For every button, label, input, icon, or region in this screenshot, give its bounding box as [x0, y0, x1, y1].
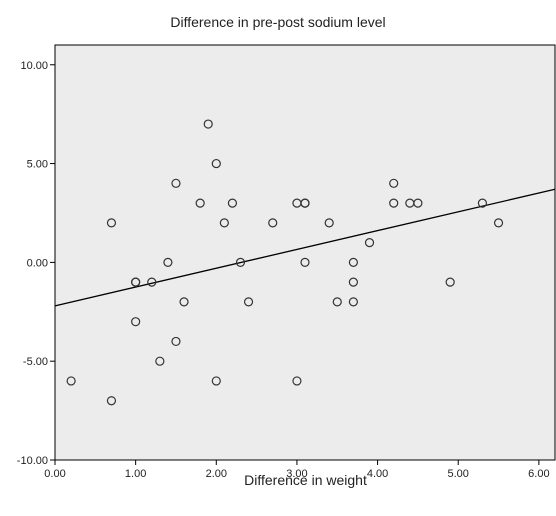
data-point	[106, 396, 117, 406]
data-point	[413, 198, 423, 208]
plot-area	[54, 44, 556, 461]
data-point	[348, 277, 358, 287]
data-point	[300, 198, 310, 208]
data-point	[300, 257, 310, 267]
x-tick-label: 2.00	[206, 468, 227, 480]
y-tick-label: 10.00	[20, 60, 48, 72]
data-point	[389, 178, 399, 188]
data-point	[195, 198, 205, 208]
y-tick-label: 5.00	[27, 159, 48, 171]
data-point	[477, 198, 488, 208]
data-point	[243, 297, 254, 307]
data-point	[131, 277, 141, 287]
data-point	[227, 198, 238, 208]
data-point	[332, 297, 342, 307]
data-point	[179, 297, 189, 307]
data-point	[348, 257, 358, 267]
data-point	[348, 297, 358, 307]
data-point	[219, 218, 229, 228]
y-axis: -10.00 -5.00 0.00 5.00 10.00	[17, 60, 55, 467]
data-point	[211, 376, 221, 386]
data-point	[131, 317, 141, 327]
data-point	[389, 198, 399, 208]
data-point	[155, 356, 165, 366]
x-tick-label: 5.00	[448, 468, 469, 480]
x-tick-label: 1.00	[125, 468, 146, 480]
data-point	[66, 376, 76, 386]
x-tick-label: 3.00	[286, 468, 307, 480]
chart-title: Difference in pre-post sodium level	[170, 14, 386, 30]
data-point	[268, 218, 278, 228]
fit-line	[54, 188, 556, 307]
data-point	[203, 119, 213, 129]
data-point	[292, 376, 302, 386]
x-tick-label: 6.00	[528, 468, 549, 480]
data-point	[211, 158, 221, 169]
data-point	[171, 178, 181, 188]
data-point	[235, 257, 246, 267]
fit-line-group	[54, 188, 556, 307]
y-tick-label: -5.00	[23, 356, 48, 368]
x-tick-label: 4.00	[367, 468, 388, 480]
data-points	[66, 119, 504, 406]
data-point	[171, 336, 181, 347]
x-tick-label: 0.00	[44, 468, 65, 480]
y-tick-label: 0.00	[27, 257, 48, 269]
data-point	[324, 218, 334, 228]
x-axis: 0.00 1.00 2.00 3.00 4.00 5.00 6.00	[44, 460, 550, 480]
data-point	[364, 238, 375, 248]
data-point	[106, 218, 117, 228]
data-point	[445, 277, 455, 287]
data-point	[493, 218, 504, 228]
data-point	[163, 257, 173, 267]
y-tick-label: -10.00	[17, 455, 48, 467]
x-axis-label: Difference in weight	[244, 472, 367, 488]
data-point	[147, 277, 157, 287]
